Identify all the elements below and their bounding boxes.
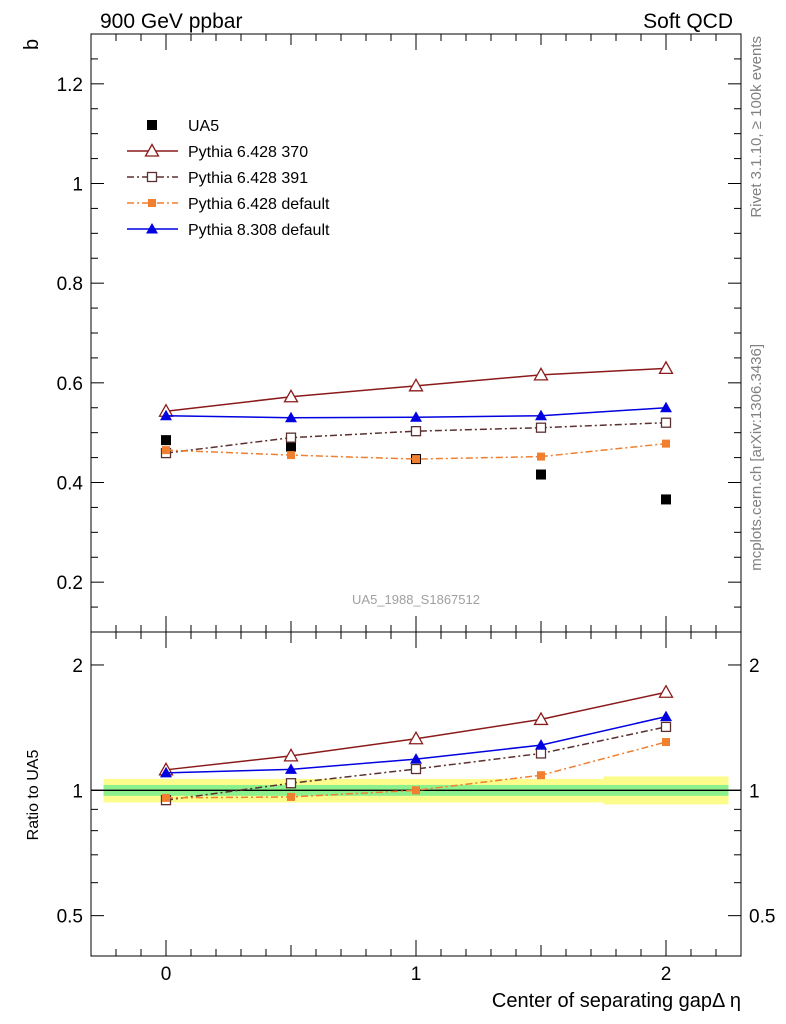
point-data	[286, 441, 296, 452]
point-p370	[658, 360, 674, 375]
main-ytick-label: 0.8	[57, 274, 83, 295]
point-p6def	[662, 439, 670, 448]
legend-label: Pythia 8.308 default	[188, 222, 330, 239]
series-p6def	[162, 439, 670, 464]
point-data	[536, 469, 546, 480]
ratio-point-p8def	[660, 710, 672, 722]
legend-label: Pythia 6.428 370	[188, 144, 308, 161]
ratio-point-p370	[658, 684, 674, 698]
rivet-version-label: Rivet 3.1.10, ≥ 100k events	[748, 36, 765, 218]
legend-label: UA5	[188, 118, 219, 135]
legend-marker	[144, 143, 160, 157]
point-data	[161, 435, 171, 446]
ratio-point-p370	[408, 730, 424, 745]
point-p391	[535, 422, 547, 433]
ratio-point-p391	[410, 763, 422, 775]
point-p6def	[162, 446, 170, 455]
point-p391	[660, 417, 672, 428]
ratio-point-p6def	[662, 738, 670, 747]
ratio-point-p8def	[160, 766, 172, 778]
ratio-ytick-label-left: 2	[72, 656, 83, 677]
ratio-ytick-label-right: 1	[749, 781, 760, 802]
series-p8def	[160, 401, 672, 423]
legend-marker	[146, 171, 158, 183]
point-p370	[533, 367, 549, 381]
ratio-point-p6def	[537, 771, 545, 780]
point-p370	[408, 378, 424, 392]
ratio-point-p6def	[287, 792, 295, 801]
legend-entry-data: UA5	[147, 118, 219, 135]
point-p8def	[160, 409, 172, 421]
header-left-title: 900 GeV ppbar	[100, 10, 242, 33]
legend: UA5 Pythia 6.428 370 Pythia 6.428 391 Pythi…	[127, 118, 330, 239]
legend-label: Pythia 6.428 default	[188, 196, 330, 213]
ratio-point-p8def	[285, 763, 297, 774]
x-tick-label: 2	[661, 964, 672, 985]
main-ylabel: b	[21, 39, 43, 50]
legend-marker	[146, 223, 158, 234]
mcplots-reference-label: mcplots.cern.ch [arXiv:1306.3436]	[748, 344, 765, 571]
point-data	[661, 494, 671, 505]
legend-entry-p370: Pythia 6.428 370	[127, 143, 308, 161]
legend-marker	[147, 120, 157, 130]
ratio-point-p8def	[410, 753, 422, 764]
ratio-ylabel: Ratio to UA5	[25, 750, 42, 841]
main-ytick-label: 1	[72, 175, 83, 196]
x-axis-label: Center of separating gapΔ η	[492, 990, 741, 1012]
legend-entry-p391: Pythia 6.428 391	[127, 170, 308, 187]
point-p6def	[537, 452, 545, 461]
point-p8def	[535, 409, 547, 421]
ratio-point-p370	[533, 711, 549, 726]
point-p8def	[410, 411, 422, 422]
ratio-point-p391	[660, 721, 672, 733]
ratio-point-p6def	[162, 793, 170, 802]
series-data	[161, 435, 671, 505]
header-right-title: Soft QCD	[643, 10, 733, 33]
main-ytick-label: 1.2	[57, 75, 83, 96]
legend-entry-p6def: Pythia 6.428 default	[127, 196, 330, 213]
ratio-ytick-label-right: 0.5	[749, 907, 775, 928]
ratio-ytick-label-left: 1	[72, 781, 83, 802]
point-p391	[410, 426, 422, 437]
ratio-point-p391	[535, 748, 547, 759]
ratio-plot-panel: 0 1 2 0.5 0.5 1 1 2 2	[57, 631, 775, 985]
series-p391	[160, 417, 672, 459]
analysis-id-label: UA5_1988_S1867512	[352, 592, 480, 607]
ratio-ytick-label-left: 0.5	[57, 907, 83, 928]
point-p8def	[660, 401, 672, 413]
main-ytick-label: 0.4	[57, 474, 84, 495]
legend-label: Pythia 6.428 391	[188, 170, 308, 187]
point-p370	[283, 388, 299, 403]
legend-marker	[148, 199, 156, 207]
x-tick-label: 0	[161, 964, 172, 985]
main-plot-panel: 0.2 0.4 0.6 0.8 1 1.2	[57, 33, 742, 633]
point-p391	[285, 432, 297, 443]
point-p6def	[412, 455, 420, 464]
x-tick-label: 1	[411, 964, 422, 985]
ratio-series-p370	[158, 684, 674, 776]
legend-entry-p8def: Pythia 8.308 default	[127, 222, 330, 239]
main-ytick-label: 0.6	[57, 374, 83, 395]
ratio-series-p8def	[160, 710, 672, 778]
main-ytick-label: 0.2	[57, 573, 83, 594]
ratio-point-p391	[285, 778, 297, 789]
ratio-ytick-label-right: 2	[749, 656, 760, 677]
ratio-series-p6def	[162, 738, 670, 802]
series-p370	[158, 360, 674, 417]
ratio-point-p370	[283, 748, 299, 762]
point-p6def	[287, 451, 295, 460]
point-p8def	[285, 411, 297, 423]
ratio-point-p8def	[535, 739, 547, 750]
ratio-point-p6def	[412, 786, 420, 795]
